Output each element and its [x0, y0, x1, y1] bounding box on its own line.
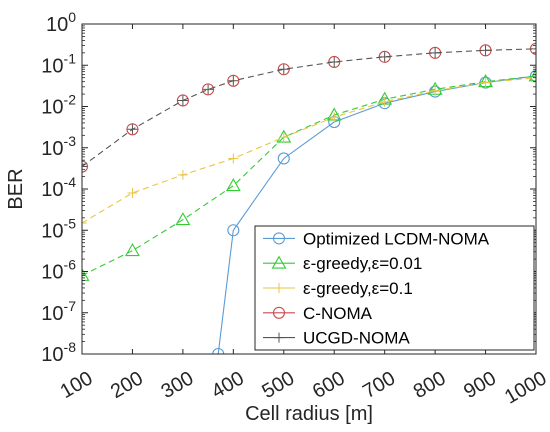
legend-label: C-NOMA — [303, 304, 373, 323]
legend-entry-1: ε-greedy,ε=0.01 — [263, 254, 422, 273]
data-point — [126, 123, 139, 136]
data-point — [277, 152, 290, 165]
legend-swatch-marker — [272, 306, 286, 319]
y-tick-label: 10-5 — [41, 215, 76, 242]
legend-swatch-marker — [272, 232, 286, 245]
data-point — [82, 161, 87, 172]
legend-label: UCGD-NOMA — [303, 329, 410, 348]
y-tick-label: 10-7 — [41, 298, 76, 325]
legend-label: ε-greedy,ε=0.01 — [303, 254, 422, 273]
legend-label: Optimized LCDM-NOMA — [303, 229, 490, 248]
data-point — [177, 95, 188, 106]
series-line-4 — [82, 48, 536, 168]
y-tick-label: 10-6 — [41, 257, 76, 284]
legend-entry-0: Optimized LCDM-NOMA — [263, 229, 490, 248]
data-point — [228, 153, 239, 164]
data-point — [531, 72, 536, 83]
data-point — [379, 96, 390, 107]
legend: Optimized LCDM-NOMA ε-greedy,ε=0.01 ε-gree… — [254, 225, 535, 351]
x-tick-label: 400 — [208, 367, 248, 403]
x-tick-label: 100 — [57, 367, 97, 403]
data-point — [225, 178, 241, 192]
series-line-2 — [82, 77, 536, 224]
x-tick-label: 1000 — [501, 367, 550, 408]
y-tick-label: 10-1 — [41, 50, 76, 77]
data-point — [329, 112, 340, 123]
data-point — [177, 169, 188, 180]
data-point — [176, 94, 189, 107]
x-tick-label: 700 — [359, 367, 399, 403]
y-tick-label: 10-4 — [41, 174, 76, 201]
data-point — [480, 45, 491, 56]
data-point — [227, 224, 240, 237]
data-point — [480, 77, 491, 88]
y-tick-label: 10-8 — [41, 339, 76, 366]
legend-swatch-marker — [274, 283, 284, 293]
data-point — [202, 83, 215, 96]
x-tick-label: 600 — [309, 367, 349, 403]
legend-box — [254, 225, 535, 351]
data-point — [278, 64, 289, 75]
data-point — [227, 74, 240, 87]
data-point — [82, 267, 90, 281]
series-2 — [82, 72, 536, 228]
data-point — [278, 132, 289, 143]
legend-swatch-marker — [271, 255, 287, 269]
y-tick-label: 100 — [46, 9, 76, 36]
axes: 100 200 300 400 500 600 700 800 900 1000 10-8 10-7 1… — [41, 9, 550, 409]
data-point — [531, 43, 536, 54]
data-point — [379, 51, 390, 62]
data-point — [430, 47, 441, 58]
data-point — [277, 63, 290, 76]
data-point — [124, 243, 140, 257]
legend-label: ε-greedy,ε=0.1 — [303, 279, 413, 298]
series-4 — [82, 43, 536, 172]
data-point — [528, 68, 536, 82]
x-tick-label: 900 — [460, 367, 500, 403]
y-axis-label: BER — [5, 168, 27, 209]
x-axis-label: Cell radius [m] — [245, 403, 373, 425]
y-tick-label: 10-3 — [41, 133, 76, 160]
legend-entry-3: C-NOMA — [263, 304, 373, 323]
data-point — [203, 84, 214, 95]
data-point — [127, 187, 138, 198]
data-point — [175, 212, 191, 226]
data-point — [228, 75, 239, 86]
x-tick-label: 800 — [410, 367, 450, 403]
x-tick-label: 300 — [157, 367, 197, 403]
data-point — [328, 55, 341, 69]
x-tick-label: 200 — [107, 367, 147, 403]
data-point — [329, 56, 340, 67]
data-point — [82, 160, 89, 173]
data-point — [430, 85, 441, 96]
legend-swatch-marker — [274, 332, 284, 343]
series-line-1 — [82, 75, 536, 276]
data-point — [127, 124, 138, 135]
data-point — [212, 347, 225, 354]
x-tick-label: 500 — [258, 367, 298, 403]
data-point — [529, 69, 536, 83]
legend-entry-4: UCGD-NOMA — [263, 329, 410, 348]
legend-entry-2: ε-greedy,ε=0.1 — [263, 279, 413, 298]
y-tick-label: 10-2 — [41, 92, 76, 119]
data-point — [82, 217, 87, 228]
